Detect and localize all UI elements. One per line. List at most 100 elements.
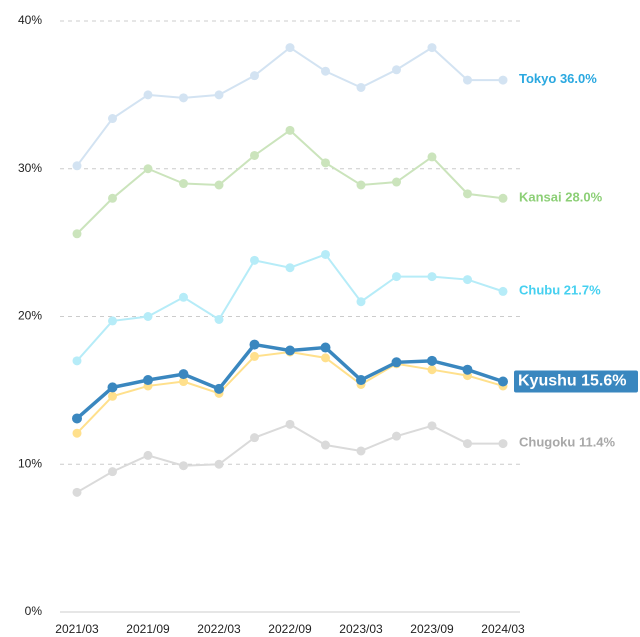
data-point — [356, 375, 366, 386]
end-value-label: 28.0% — [565, 190, 602, 205]
data-point — [214, 90, 224, 100]
data-point — [356, 446, 366, 456]
series-line — [76, 46, 503, 167]
data-point — [285, 263, 295, 273]
data-point — [392, 177, 401, 187]
data-point — [214, 314, 224, 324]
series-name: Kyushu — [518, 373, 577, 390]
data-point — [250, 351, 259, 361]
data-point — [392, 272, 401, 282]
data-point — [72, 229, 82, 239]
data-point — [214, 180, 224, 190]
end-label: Kansai 28.0% — [519, 190, 603, 205]
series-name: Chugoku — [519, 435, 575, 450]
data-point — [498, 286, 508, 296]
series-name: Chubu — [519, 283, 560, 298]
end-label: Chubu 21.7% — [519, 283, 601, 298]
x-tick-label: 2023/09 — [410, 622, 454, 636]
y-tick-label: 30% — [18, 161, 42, 175]
end-label: Tokyo 36.0% — [519, 72, 597, 87]
data-point — [462, 364, 473, 375]
data-point — [392, 65, 401, 75]
data-point — [179, 461, 188, 471]
data-point — [427, 272, 437, 282]
series-line — [76, 423, 503, 494]
data-point — [321, 440, 330, 450]
data-point — [179, 179, 188, 189]
data-point — [356, 180, 366, 190]
data-point — [72, 356, 82, 366]
data-point — [463, 75, 472, 85]
data-point — [463, 189, 472, 199]
data-point — [143, 312, 153, 321]
y-tick-label: 20% — [18, 309, 42, 323]
data-point — [498, 75, 508, 85]
data-point — [178, 369, 189, 380]
data-point — [179, 377, 188, 387]
series-name: Tokyo — [519, 72, 556, 87]
data-point — [356, 82, 366, 92]
data-point — [214, 459, 224, 469]
end-value-label: 36.0% — [560, 72, 597, 87]
data-point — [143, 90, 153, 100]
data-point — [321, 249, 330, 259]
data-point — [108, 193, 117, 203]
data-point — [72, 428, 82, 438]
data-point — [108, 114, 117, 124]
data-point — [108, 467, 117, 477]
data-point — [427, 355, 437, 366]
data-point — [498, 439, 508, 449]
x-tick-label: 2021/03 — [55, 622, 99, 636]
data-point — [250, 433, 259, 443]
data-point — [285, 125, 295, 135]
data-point — [72, 161, 82, 171]
y-tick-label: 10% — [18, 456, 42, 470]
x-tick-label: 2022/09 — [268, 622, 312, 636]
data-point — [143, 375, 153, 386]
data-point — [498, 193, 508, 203]
end-label-box — [514, 370, 638, 393]
data-point — [463, 439, 472, 449]
data-point — [427, 421, 437, 431]
data-point — [320, 342, 331, 353]
data-point — [321, 353, 330, 363]
data-point — [72, 487, 82, 497]
x-tick-label: 2021/09 — [126, 622, 170, 636]
series-line — [76, 129, 504, 235]
data-point — [427, 152, 437, 162]
data-point — [214, 383, 224, 394]
data-point — [356, 297, 366, 307]
data-point — [391, 357, 402, 368]
data-point — [250, 71, 259, 81]
data-point — [108, 391, 117, 401]
data-point — [179, 93, 188, 103]
series-name: Kansai — [519, 190, 562, 205]
y-tick-label: 0% — [25, 604, 43, 618]
data-point — [427, 43, 437, 53]
data-point — [427, 365, 437, 375]
data-point — [143, 450, 153, 460]
data-point — [72, 413, 82, 424]
data-point — [392, 431, 401, 441]
end-value-label: 11.4% — [579, 435, 616, 450]
data-point — [250, 255, 259, 265]
data-point — [143, 164, 153, 174]
data-point — [285, 345, 295, 356]
data-point — [285, 43, 295, 53]
data-point — [107, 382, 118, 393]
data-point — [321, 158, 330, 168]
data-point — [250, 150, 259, 160]
data-point — [463, 275, 472, 285]
data-point — [321, 66, 330, 76]
y-tick-label: 40% — [18, 13, 42, 27]
x-tick-label: 2022/03 — [197, 622, 241, 636]
data-point — [285, 419, 295, 429]
end-value-label: 21.7% — [564, 283, 601, 298]
data-point — [498, 376, 508, 387]
x-tick-label: 2023/03 — [339, 622, 383, 636]
data-point — [179, 292, 188, 302]
end-label: Kyushu 15.6% — [518, 373, 627, 390]
end-label: Chugoku 11.4% — [519, 435, 616, 450]
x-tick-label: 2024/03 — [481, 622, 525, 636]
